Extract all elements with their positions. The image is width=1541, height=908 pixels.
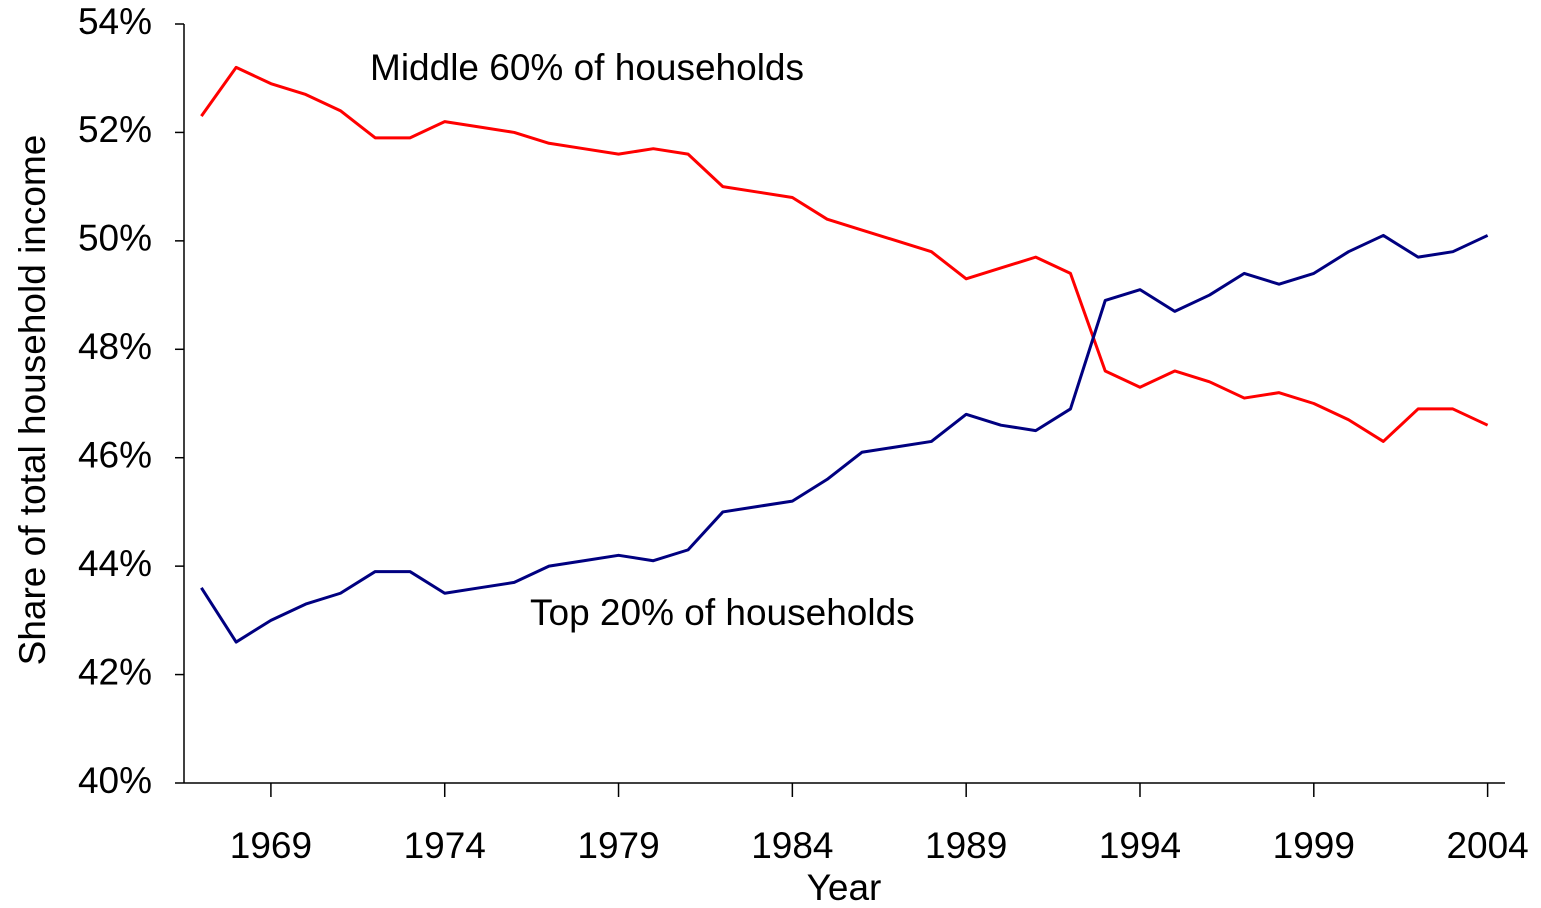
- y-tick-label: 52%: [78, 109, 152, 150]
- y-tick-label: 44%: [78, 543, 152, 584]
- y-tick-label: 42%: [78, 651, 152, 692]
- line-series: [200, 233, 1489, 644]
- y-tick-label: 40%: [78, 760, 152, 801]
- series-label: Middle 60% of households: [370, 47, 804, 88]
- x-tick-label: 2004: [1446, 825, 1528, 866]
- y-tick-label: 46%: [78, 434, 152, 475]
- x-tick-label: 1984: [751, 825, 833, 866]
- x-tick-label: 1979: [577, 825, 659, 866]
- x-axis-label: Year: [807, 867, 882, 908]
- series-label: Top 20% of households: [530, 592, 915, 633]
- x-tick-label: 1989: [925, 825, 1007, 866]
- y-axis-label: Share of total household income: [12, 135, 53, 666]
- line-series: [200, 65, 1489, 443]
- y-tick-label: 48%: [78, 326, 152, 367]
- x-tick-label: 1974: [404, 825, 486, 866]
- x-tick-label: 1969: [230, 825, 312, 866]
- y-tick-label: 54%: [78, 1, 152, 42]
- x-tick-label: 1994: [1099, 825, 1181, 866]
- x-tick-label: 1999: [1273, 825, 1355, 866]
- y-tick-label: 50%: [78, 218, 152, 259]
